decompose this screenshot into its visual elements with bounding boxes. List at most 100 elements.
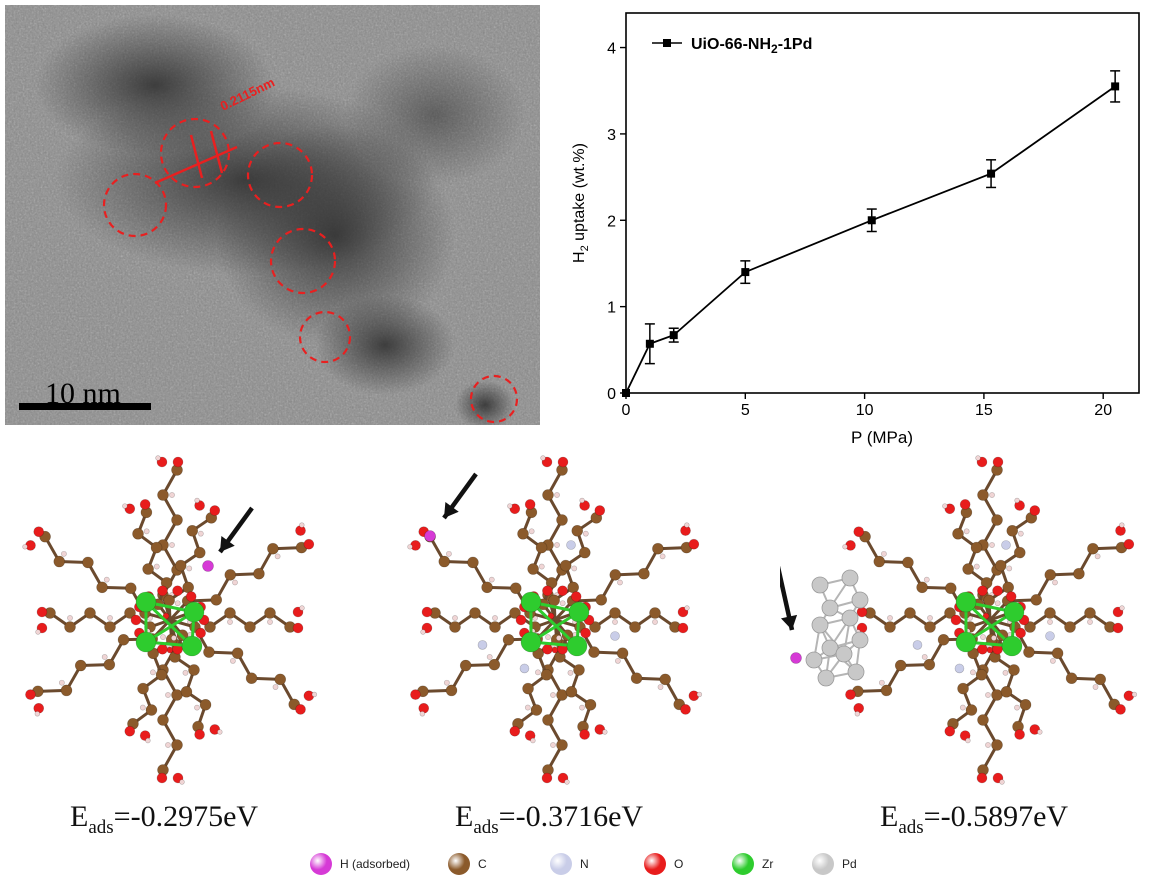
hydrogen-atom bbox=[579, 704, 585, 711]
carbon-atom bbox=[155, 668, 168, 681]
hydrogen-atom bbox=[989, 492, 995, 498]
carbon-atom bbox=[82, 556, 94, 569]
carbon-atom bbox=[589, 621, 601, 633]
carbon-atom bbox=[540, 668, 553, 681]
molecule-render bbox=[22, 455, 318, 785]
carbon-atom bbox=[977, 714, 989, 726]
hydrogen-atom bbox=[1087, 619, 1093, 625]
oxygen-atom bbox=[845, 689, 856, 700]
zirconium-atom bbox=[955, 591, 977, 613]
hydrogen-atom bbox=[959, 704, 966, 711]
hydrogen-atom bbox=[170, 635, 177, 641]
carbon-atom bbox=[1064, 621, 1076, 633]
hydrogen-atom bbox=[540, 455, 546, 461]
oxygen-atom bbox=[157, 643, 168, 655]
palladium-atom bbox=[811, 616, 829, 634]
hydrogen-atom bbox=[842, 544, 848, 550]
legend-item-zr: Zr bbox=[732, 852, 773, 876]
carbon-atom bbox=[231, 647, 244, 660]
carbon-atom bbox=[991, 739, 1003, 751]
carbon-atom bbox=[274, 673, 287, 686]
x-tick-label: 0 bbox=[622, 402, 631, 419]
oxygen-atom bbox=[542, 643, 553, 655]
adsorption-energy-b: Eads=-0.3716eV bbox=[455, 800, 644, 838]
adsorption-energy-a: Eads=-0.2975eV bbox=[70, 800, 259, 838]
carbon-atom bbox=[535, 541, 548, 554]
carbon-atom bbox=[203, 646, 215, 658]
hydrogen-atom bbox=[194, 497, 200, 504]
hydrogen-atom bbox=[150, 669, 156, 676]
legend-item-pd: Pd bbox=[812, 852, 857, 876]
carbon-atom bbox=[975, 668, 988, 681]
oxygen-atom bbox=[1029, 505, 1041, 516]
carbon-atom bbox=[1044, 569, 1057, 581]
hydrogen-atom bbox=[165, 742, 171, 748]
oxygen-atom bbox=[992, 456, 1004, 468]
palladium-sphere-icon bbox=[812, 853, 834, 875]
oxygen-atom bbox=[992, 585, 1003, 597]
hydrogen-atom bbox=[232, 579, 238, 586]
nitrogen-atom bbox=[610, 631, 620, 641]
hydrogen-atom bbox=[579, 497, 585, 504]
x-tick-label: 20 bbox=[1094, 402, 1112, 419]
hydrogen-atom bbox=[274, 553, 281, 560]
hydrogen-atom bbox=[169, 492, 175, 498]
zirconium-atom bbox=[955, 631, 977, 653]
carbon-atom bbox=[53, 555, 66, 568]
hydrogen-atom bbox=[1119, 522, 1125, 528]
oxygen-atom bbox=[1014, 729, 1025, 740]
nitrogen-atom bbox=[519, 663, 530, 674]
palladium-atom bbox=[847, 663, 865, 681]
carbon-atom bbox=[459, 659, 472, 672]
palladium-atom bbox=[851, 631, 869, 649]
carbon-atom bbox=[542, 714, 554, 726]
hydrogen-atom bbox=[299, 605, 305, 611]
oxygen-atom bbox=[303, 538, 315, 550]
palladium-atom bbox=[821, 599, 839, 617]
carbon-atom bbox=[117, 633, 130, 646]
carbon-atom bbox=[1008, 664, 1020, 676]
hydrogen-atom bbox=[881, 550, 887, 557]
arrow-head-icon bbox=[220, 536, 235, 552]
carbon-atom bbox=[145, 704, 158, 716]
data-point bbox=[987, 169, 996, 178]
carbon-atom bbox=[584, 698, 597, 711]
oxygen-atom bbox=[185, 591, 197, 602]
carbon-atom bbox=[916, 581, 928, 594]
oxygen-atom bbox=[547, 612, 555, 620]
bond bbox=[144, 600, 194, 648]
hydrogen-atom bbox=[567, 669, 574, 676]
legend-item-n: N bbox=[550, 852, 589, 876]
carbon-atom bbox=[171, 514, 183, 526]
carbon-atom bbox=[595, 594, 608, 606]
carbon-atom bbox=[894, 659, 907, 672]
carbon-atom bbox=[522, 682, 534, 695]
carbon-atom bbox=[952, 528, 964, 540]
hydrogen-atom bbox=[994, 600, 1001, 607]
oxygen-atom bbox=[33, 526, 45, 537]
oxygen-atom bbox=[292, 622, 304, 634]
hydrogen-atom bbox=[407, 544, 413, 550]
hydrogen-sphere-icon bbox=[310, 853, 332, 875]
oxygen-atom bbox=[209, 505, 221, 516]
carbon-atom bbox=[188, 664, 200, 676]
hydrogen-atom bbox=[985, 742, 991, 748]
oxygen-atom bbox=[162, 612, 170, 620]
tem-micrograph: 0.2115nm 10 nm bbox=[5, 5, 540, 430]
hydrogen-atom bbox=[965, 737, 971, 744]
hydrogen-atom bbox=[1052, 579, 1058, 586]
legend-label: UiO-66-NH2-1Pd bbox=[691, 36, 812, 56]
carbon-atom bbox=[1084, 607, 1096, 619]
hydrogen-atom bbox=[169, 542, 175, 548]
data-point bbox=[867, 216, 876, 225]
hydrogen-atom bbox=[528, 528, 535, 535]
palladium-atom bbox=[811, 576, 829, 594]
carbon-atom bbox=[60, 684, 73, 697]
palladium-atom bbox=[835, 645, 853, 663]
oxygen-atom bbox=[36, 606, 48, 618]
hydrogen-atom bbox=[564, 779, 570, 785]
carbon-atom bbox=[449, 621, 461, 633]
hydrogen-atom bbox=[267, 619, 273, 625]
oxygen-atom bbox=[570, 591, 582, 602]
carbon-atom bbox=[103, 658, 116, 671]
